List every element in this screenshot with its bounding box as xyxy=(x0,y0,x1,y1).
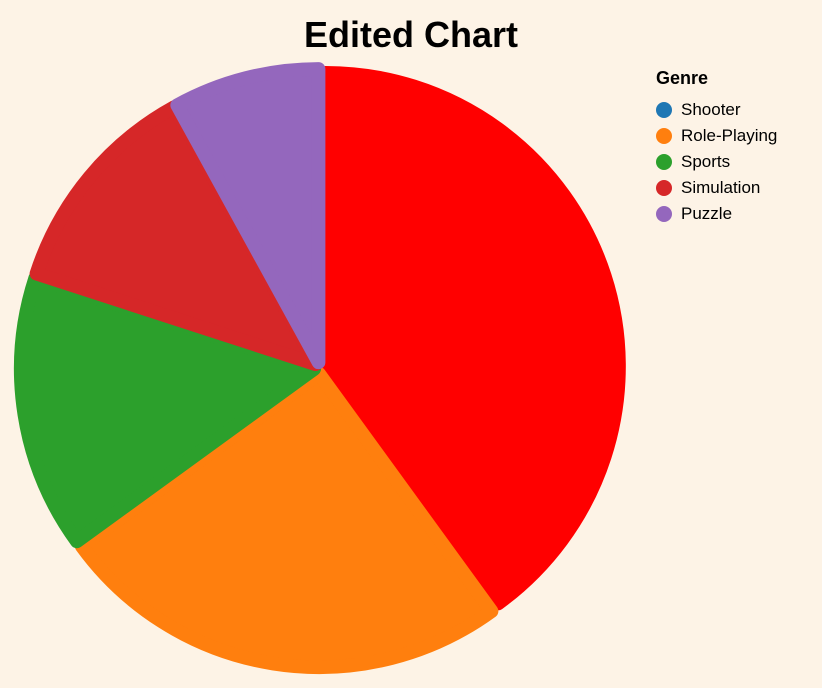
chart-title: Edited Chart xyxy=(303,14,518,55)
legend-label-role-playing: Role-Playing xyxy=(681,126,778,145)
pie-slice-sports xyxy=(13,271,322,549)
legend-title: Genre xyxy=(656,68,709,88)
legend-label-shooter: Shooter xyxy=(681,100,741,119)
legend-swatch-role-playing xyxy=(656,128,672,144)
legend-swatch-sports xyxy=(656,154,672,170)
legend: Genre Shooter Role-Playing Sports Simulatio… xyxy=(656,68,777,227)
legend-label-puzzle: Puzzle xyxy=(681,204,733,223)
pie-slice-role-playing xyxy=(74,366,499,675)
legend-item-puzzle: Puzzle xyxy=(656,201,777,227)
legend-items: Shooter Role-Playing Sports Simulation Puzzl… xyxy=(656,97,777,227)
legend-item-shooter: Shooter xyxy=(656,97,777,123)
legend-swatch-shooter xyxy=(656,102,672,118)
pie-slices xyxy=(13,62,626,675)
legend-item-role-playing: Role-Playing xyxy=(656,123,777,149)
legend-label-sports: Sports xyxy=(681,152,731,171)
pie-slice-shooter xyxy=(318,65,626,611)
pie-slice-puzzle xyxy=(170,62,326,370)
legend-item-simulation: Simulation xyxy=(656,175,777,201)
pie-slice-simulation xyxy=(29,100,323,372)
legend-item-sports: Sports xyxy=(656,149,777,175)
legend-swatch-simulation xyxy=(656,180,672,196)
legend-label-simulation: Simulation xyxy=(681,178,761,197)
legend-swatch-puzzle xyxy=(656,206,672,222)
